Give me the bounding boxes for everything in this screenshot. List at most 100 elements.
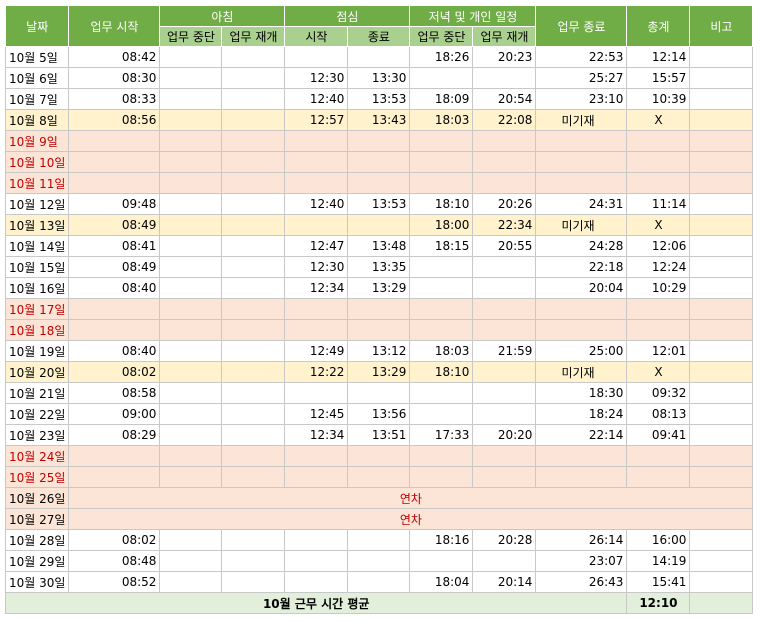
morning-resume-cell[interactable] <box>221 109 286 131</box>
evening-resume-cell[interactable] <box>472 256 537 278</box>
morning-resume-cell[interactable] <box>221 88 286 110</box>
note-cell[interactable] <box>689 319 754 341</box>
lunch-end-cell[interactable] <box>347 319 411 341</box>
morning-resume-cell[interactable] <box>221 319 286 341</box>
evening-resume-cell[interactable] <box>472 403 537 425</box>
evening-resume-cell[interactable]: 20:23 <box>472 46 537 68</box>
evening-pause-cell[interactable] <box>409 466 474 488</box>
morning-pause-cell[interactable] <box>159 256 223 278</box>
evening-resume-cell[interactable] <box>472 361 537 383</box>
evening-resume-cell[interactable] <box>472 550 537 572</box>
end-cell[interactable] <box>535 319 628 341</box>
morning-pause-cell[interactable] <box>159 193 223 215</box>
note-cell[interactable] <box>689 235 754 257</box>
start-cell[interactable]: 08:48 <box>68 550 161 572</box>
morning-resume-cell[interactable] <box>221 235 286 257</box>
note-cell[interactable] <box>689 403 754 425</box>
end-cell[interactable]: 22:18 <box>535 256 628 278</box>
evening-pause-cell[interactable] <box>409 172 474 194</box>
morning-pause-cell[interactable] <box>159 319 223 341</box>
evening-pause-cell[interactable] <box>409 298 474 320</box>
date-cell[interactable]: 10월 22일 <box>4 403 70 425</box>
date-cell[interactable]: 10월 23일 <box>4 424 70 446</box>
start-cell[interactable] <box>68 445 161 467</box>
date-cell[interactable]: 10월 14일 <box>4 235 70 257</box>
start-cell[interactable] <box>68 151 161 173</box>
lunch-start-cell[interactable] <box>284 445 349 467</box>
evening-resume-cell[interactable]: 20:20 <box>472 424 537 446</box>
morning-pause-cell[interactable] <box>159 445 223 467</box>
lunch-start-cell[interactable]: 12:40 <box>284 193 349 215</box>
lunch-start-cell[interactable]: 12:49 <box>284 340 349 362</box>
date-cell[interactable]: 10월 27일 <box>4 508 70 530</box>
lunch-end-cell[interactable] <box>347 550 411 572</box>
start-cell[interactable]: 08:58 <box>68 382 161 404</box>
note-cell[interactable] <box>689 445 754 467</box>
lunch-end-cell[interactable]: 13:29 <box>347 361 411 383</box>
morning-resume-cell[interactable] <box>221 424 286 446</box>
evening-pause-cell[interactable] <box>409 403 474 425</box>
total-cell[interactable] <box>626 130 691 152</box>
lunch-start-cell[interactable]: 12:40 <box>284 88 349 110</box>
total-cell[interactable] <box>626 445 691 467</box>
morning-pause-cell[interactable] <box>159 361 223 383</box>
note-cell[interactable] <box>689 88 754 110</box>
lunch-end-cell[interactable] <box>347 151 411 173</box>
end-cell[interactable]: 미기재 <box>535 361 628 383</box>
date-cell[interactable]: 10월 11일 <box>4 172 70 194</box>
start-cell[interactable] <box>68 298 161 320</box>
lunch-start-cell[interactable] <box>284 319 349 341</box>
morning-resume-cell[interactable] <box>221 256 286 278</box>
lunch-end-cell[interactable]: 13:48 <box>347 235 411 257</box>
end-cell[interactable]: 22:53 <box>535 46 628 68</box>
lunch-start-cell[interactable]: 12:34 <box>284 277 349 299</box>
evening-resume-cell[interactable] <box>472 445 537 467</box>
start-cell[interactable]: 08:29 <box>68 424 161 446</box>
date-cell[interactable]: 10월 20일 <box>4 361 70 383</box>
morning-pause-cell[interactable] <box>159 151 223 173</box>
lunch-start-cell[interactable] <box>284 382 349 404</box>
date-cell[interactable]: 10월 26일 <box>4 487 70 509</box>
lunch-start-cell[interactable]: 12:22 <box>284 361 349 383</box>
end-cell[interactable]: 24:28 <box>535 235 628 257</box>
morning-resume-cell[interactable] <box>221 151 286 173</box>
morning-pause-cell[interactable] <box>159 88 223 110</box>
lunch-start-cell[interactable] <box>284 571 349 593</box>
total-cell[interactable] <box>626 319 691 341</box>
morning-resume-cell[interactable] <box>221 466 286 488</box>
lunch-end-cell[interactable]: 13:29 <box>347 277 411 299</box>
morning-resume-cell[interactable] <box>221 340 286 362</box>
date-cell[interactable]: 10월 13일 <box>4 214 70 236</box>
lunch-end-cell[interactable] <box>347 298 411 320</box>
total-cell[interactable]: 16:00 <box>626 529 691 551</box>
evening-resume-cell[interactable] <box>472 298 537 320</box>
date-cell[interactable]: 10월 30일 <box>4 571 70 593</box>
start-cell[interactable] <box>68 466 161 488</box>
evening-pause-cell[interactable]: 18:04 <box>409 571 474 593</box>
total-cell[interactable]: 15:57 <box>626 67 691 89</box>
total-cell[interactable]: X <box>626 361 691 383</box>
lunch-end-cell[interactable] <box>347 571 411 593</box>
total-cell[interactable]: 10:29 <box>626 277 691 299</box>
morning-pause-cell[interactable] <box>159 403 223 425</box>
note-cell[interactable] <box>689 256 754 278</box>
morning-resume-cell[interactable] <box>221 361 286 383</box>
lunch-end-cell[interactable]: 13:30 <box>347 67 411 89</box>
lunch-start-cell[interactable] <box>284 529 349 551</box>
note-cell[interactable] <box>689 193 754 215</box>
start-cell[interactable]: 08:02 <box>68 529 161 551</box>
total-cell[interactable]: X <box>626 109 691 131</box>
evening-resume-cell[interactable] <box>472 319 537 341</box>
start-cell[interactable]: 08:40 <box>68 277 161 299</box>
evening-resume-cell[interactable]: 22:34 <box>472 214 537 236</box>
evening-pause-cell[interactable] <box>409 151 474 173</box>
note-cell[interactable] <box>689 130 754 152</box>
lunch-start-cell[interactable]: 12:30 <box>284 67 349 89</box>
end-cell[interactable]: 23:10 <box>535 88 628 110</box>
evening-pause-cell[interactable]: 18:03 <box>409 340 474 362</box>
morning-pause-cell[interactable] <box>159 466 223 488</box>
note-cell[interactable] <box>689 277 754 299</box>
end-cell[interactable] <box>535 151 628 173</box>
morning-resume-cell[interactable] <box>221 214 286 236</box>
evening-resume-cell[interactable] <box>472 67 537 89</box>
